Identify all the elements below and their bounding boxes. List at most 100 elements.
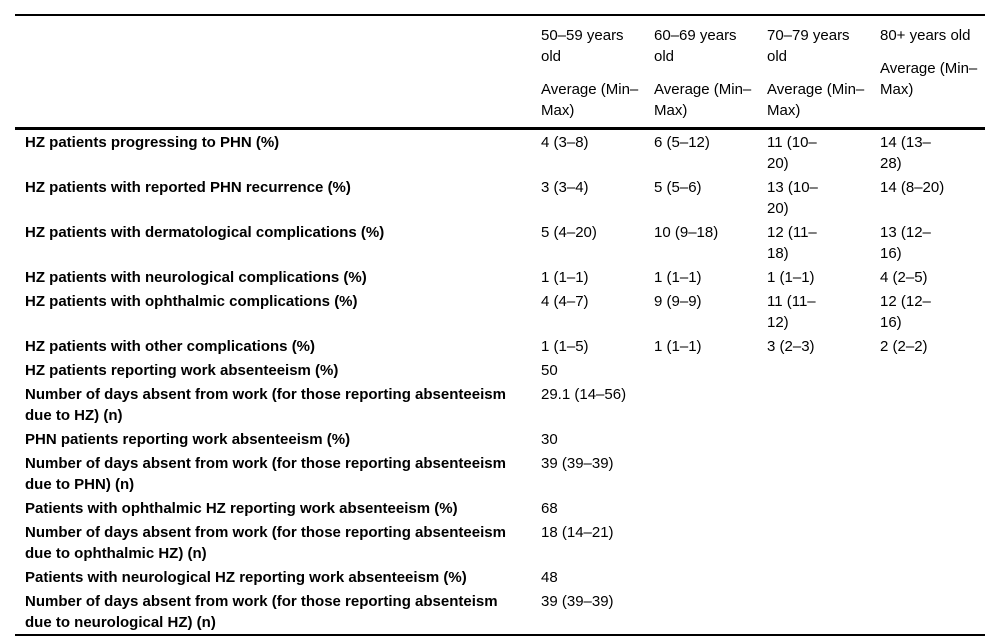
value-cell: 5 (4–20) xyxy=(541,220,654,265)
cell-value: 6 (5–12) xyxy=(654,134,710,151)
row-label: HZ patients with neurological complicati… xyxy=(25,269,367,286)
cell-value: 1 (1–1) xyxy=(541,269,589,286)
header-row: 50–59 years old Average (Min–Max) 60–69 … xyxy=(15,15,985,130)
value-cell: 39 (39–39) xyxy=(541,451,654,496)
value-cell: 29.1 (14–56) xyxy=(541,382,654,427)
age-group-label: 50–59 years old xyxy=(541,27,624,65)
table-row: HZ patients reporting work absenteeism (… xyxy=(15,358,985,382)
cell-value: 1 (1–5) xyxy=(541,338,589,355)
table-row: HZ patients progressing to PHN (%) 4 (3–8… xyxy=(15,129,985,176)
row-label: Number of days absent from work (for tho… xyxy=(25,593,498,631)
value-cell: 50 xyxy=(541,358,654,382)
table-row: Number of days absent from work (for tho… xyxy=(15,451,985,496)
cell-value: 18 (14–21) xyxy=(541,524,614,541)
value-cell: 1 (1–1) xyxy=(654,265,767,289)
table-row: Patients with neurological HZ reporting … xyxy=(15,565,985,589)
value-cell xyxy=(880,520,985,565)
value-cell xyxy=(767,427,880,451)
value-cell xyxy=(654,382,767,427)
cell-value: 4 (3–8) xyxy=(541,134,589,151)
subheader-label: Average (Min–Max) xyxy=(541,81,639,119)
cell-value: 29.1 (14–56) xyxy=(541,386,627,403)
table-body: HZ patients progressing to PHN (%) 4 (3–8… xyxy=(15,129,985,636)
value-cell xyxy=(654,358,767,382)
value-cell xyxy=(654,451,767,496)
cell-value: 48 xyxy=(541,569,558,586)
table-row: Patients with ophthalmic HZ reporting wo… xyxy=(15,496,985,520)
value-cell: 4 (3–8) xyxy=(541,129,654,176)
table-row: HZ patients with neurological complicati… xyxy=(15,265,985,289)
value-cell: 3 (3–4) xyxy=(541,175,654,220)
value-cell xyxy=(767,382,880,427)
value-cell xyxy=(880,382,985,427)
table-row: HZ patients with reported PHN recurrence… xyxy=(15,175,985,220)
value-cell: 4 (4–7) xyxy=(541,289,654,334)
table-row: Number of days absent from work (for tho… xyxy=(15,520,985,565)
value-cell: 9 (9–9) xyxy=(654,289,767,334)
table-row: HZ patients with dermatological complica… xyxy=(15,220,985,265)
value-cell: 1 (1–1) xyxy=(541,265,654,289)
cell-value: 13 (10–20) xyxy=(767,179,818,217)
cell-value: 12 (12–16) xyxy=(880,293,931,331)
value-cell: 1 (1–1) xyxy=(767,265,880,289)
cell-value: 2 (2–2) xyxy=(880,338,928,355)
value-cell: 18 (14–21) xyxy=(541,520,654,565)
column-header-80-plus: 80+ years old Average (Min–Max) xyxy=(880,15,985,130)
row-label: HZ patients reporting work absenteeism (… xyxy=(25,362,339,379)
cell-value: 4 (2–5) xyxy=(880,269,928,286)
cell-value: 3 (3–4) xyxy=(541,179,589,196)
cell-value: 30 xyxy=(541,431,558,448)
value-cell xyxy=(880,496,985,520)
cell-value: 3 (2–3) xyxy=(767,338,815,355)
cell-value: 14 (8–20) xyxy=(880,179,945,196)
value-cell xyxy=(654,565,767,589)
value-cell: 10 (9–18) xyxy=(654,220,767,265)
age-group-label: 60–69 years old xyxy=(654,27,737,65)
value-cell xyxy=(880,565,985,589)
subheader-label: Average (Min–Max) xyxy=(767,81,865,119)
value-cell: 1 (1–1) xyxy=(654,334,767,358)
value-cell xyxy=(880,589,985,635)
value-cell: 11 (11–12) xyxy=(767,289,880,334)
table-header: 50–59 years old Average (Min–Max) 60–69 … xyxy=(15,15,985,130)
cell-value: 11 (11–12) xyxy=(767,293,816,331)
cell-value: 5 (4–20) xyxy=(541,224,597,241)
value-cell: 14 (13–28) xyxy=(880,129,985,176)
cell-value: 1 (1–1) xyxy=(654,338,702,355)
value-cell xyxy=(767,358,880,382)
cell-value: 5 (5–6) xyxy=(654,179,702,196)
cell-value: 13 (12–16) xyxy=(880,224,931,262)
value-cell xyxy=(654,520,767,565)
row-label: HZ patients progressing to PHN (%) xyxy=(25,134,280,151)
table-row: Number of days absent from work (for tho… xyxy=(15,382,985,427)
cell-value: 68 xyxy=(541,500,558,517)
value-cell: 68 xyxy=(541,496,654,520)
value-cell: 1 (1–5) xyxy=(541,334,654,358)
hz-age-group-stats-table: 50–59 years old Average (Min–Max) 60–69 … xyxy=(15,14,985,636)
row-label: Patients with neurological HZ reporting … xyxy=(25,569,467,586)
row-label: Patients with ophthalmic HZ reporting wo… xyxy=(25,500,458,517)
cell-value: 1 (1–1) xyxy=(654,269,702,286)
value-cell: 12 (12–16) xyxy=(880,289,985,334)
cell-value: 1 (1–1) xyxy=(767,269,815,286)
age-group-label: 70–79 years old xyxy=(767,27,850,65)
table-container: 50–59 years old Average (Min–Max) 60–69 … xyxy=(15,14,985,636)
value-cell: 13 (10–20) xyxy=(767,175,880,220)
cell-value: 12 (11–18) xyxy=(767,224,817,262)
cell-value: 4 (4–7) xyxy=(541,293,589,310)
cell-value: 10 (9–18) xyxy=(654,224,719,241)
cell-value: 50 xyxy=(541,362,558,379)
row-label: Number of days absent from work (for tho… xyxy=(25,386,506,424)
value-cell: 3 (2–3) xyxy=(767,334,880,358)
row-label: HZ patients with ophthalmic complication… xyxy=(25,293,358,310)
column-header-50-59: 50–59 years old Average (Min–Max) xyxy=(541,15,654,130)
value-cell: 11 (10–20) xyxy=(767,129,880,176)
row-label: HZ patients with other complications (%) xyxy=(25,338,316,355)
value-cell xyxy=(767,565,880,589)
table-row: HZ patients with ophthalmic complication… xyxy=(15,289,985,334)
value-cell: 39 (39–39) xyxy=(541,589,654,635)
value-cell xyxy=(654,427,767,451)
value-cell: 4 (2–5) xyxy=(880,265,985,289)
value-cell: 12 (11–18) xyxy=(767,220,880,265)
value-cell xyxy=(880,358,985,382)
